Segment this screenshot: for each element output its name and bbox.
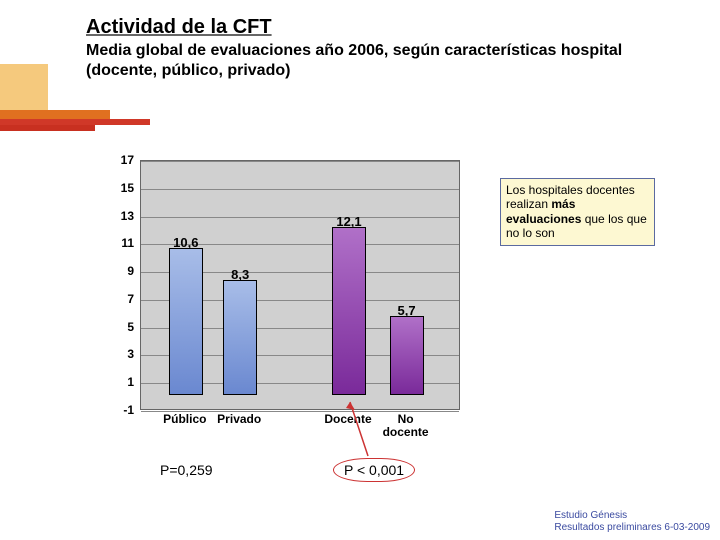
bar-chart: -11357911131517 10,68,312,15,7 PúblicoPr… [100,160,460,440]
y-tick-label: 3 [100,347,134,361]
y-tick-label: 9 [100,264,134,278]
footer-line-1: Estudio Génesis [554,510,710,522]
chart-bar [332,227,366,395]
bar-value-label: 5,7 [398,303,416,318]
page-subtitle: Media global de evaluaciones año 2006, s… [86,41,654,81]
y-tick-label: 11 [100,236,134,250]
y-tick-label: 17 [100,153,134,167]
x-tick-label: Docente [324,413,371,426]
y-tick-label: -1 [100,403,134,417]
bar-value-label: 10,6 [173,235,198,250]
y-tick-label: 5 [100,320,134,334]
deco-square [0,64,48,112]
gridline [141,217,459,218]
y-tick-label: 1 [100,375,134,389]
y-tick-label: 7 [100,292,134,306]
deco-stripe-3 [0,125,95,131]
chart-bar [169,248,203,395]
deco-stripe-group [0,110,150,131]
deco-stripe-1 [0,110,110,119]
p-value-left: P=0,259 [160,462,213,478]
gridline [141,189,459,190]
page-title: Actividad de la CFT [86,16,654,39]
bar-value-label: 8,3 [231,267,249,282]
chart-bar [390,316,424,395]
footer-credit: Estudio Génesis Resultados preliminares … [554,510,710,534]
x-tick-label: Privado [217,413,261,426]
y-tick-label: 15 [100,181,134,195]
x-tick-label: Nodocente [383,413,429,439]
x-tick-label: Público [163,413,206,426]
p-value-right: P < 0,001 [333,458,415,482]
annotation-box: Los hospitales docentes realizan más eva… [500,178,655,246]
y-tick-label: 13 [100,209,134,223]
gridline [141,161,459,162]
title-block: Actividad de la CFT Media global de eval… [80,12,660,89]
plot-area: 10,6 8,3 12,1 5,7 [140,160,460,410]
footer-line-2: Resultados preliminares 6-03-2009 [554,522,710,534]
chart-bar [223,280,257,395]
bar-value-label: 12,1 [336,214,361,229]
